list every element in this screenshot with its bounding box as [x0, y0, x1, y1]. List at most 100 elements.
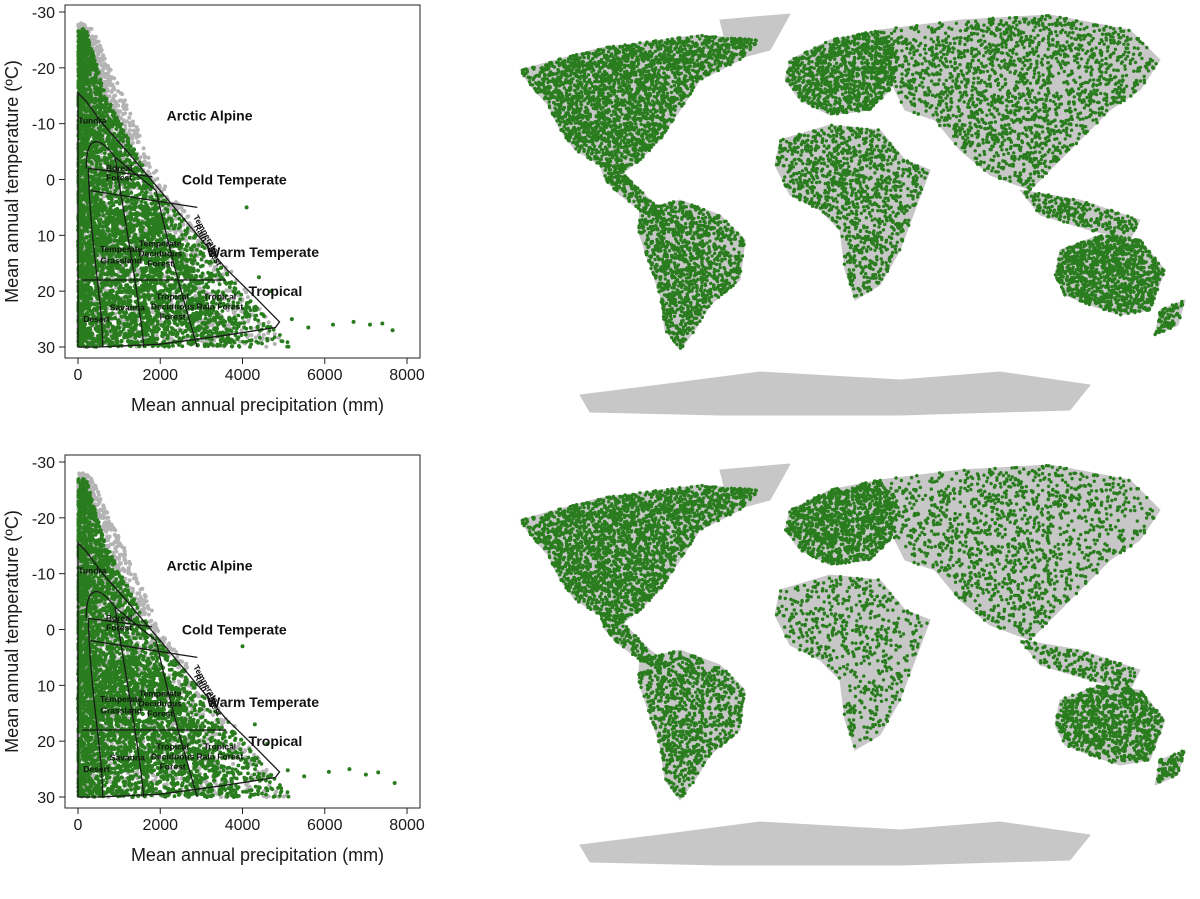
present-point: [90, 161, 94, 166]
absent-point: [106, 88, 110, 93]
absent-point: [227, 322, 232, 327]
absent-point: [123, 111, 128, 116]
absent-point: [134, 125, 139, 130]
present-point: [233, 281, 237, 286]
present-point: [179, 219, 184, 224]
absent-point: [113, 99, 118, 104]
present-point: [210, 337, 214, 342]
present-point: [123, 185, 128, 190]
present-point: [244, 326, 249, 331]
present-point: [249, 342, 254, 347]
present-point: [209, 271, 214, 276]
absent-point: [266, 320, 271, 325]
absent-point: [261, 332, 266, 337]
absent-point: [79, 22, 84, 26]
present-point: [98, 158, 103, 163]
absent-point: [148, 191, 153, 196]
absent-point: [105, 66, 110, 71]
present-point: [233, 317, 238, 322]
present-point: [98, 77, 103, 82]
present-point: [97, 186, 101, 191]
absent-point: [186, 214, 191, 219]
absent-point: [173, 230, 178, 235]
present-point: [181, 335, 186, 340]
present-point: [267, 328, 272, 333]
present-point: [195, 247, 199, 252]
absent-point: [122, 104, 127, 109]
absent-point: [155, 176, 160, 181]
present-point: [248, 325, 253, 330]
present-point: [96, 71, 100, 76]
absent-point: [102, 56, 107, 61]
absent-point: [130, 141, 135, 145]
absent-point: [253, 335, 258, 340]
present-point: [148, 195, 153, 200]
present-point: [104, 182, 109, 187]
absent-point: [173, 216, 178, 221]
absent-point: [181, 222, 186, 227]
present-point: [105, 131, 110, 136]
present-point: [260, 341, 264, 346]
present-point: [236, 335, 241, 340]
present-point: [82, 152, 86, 157]
present-point: [124, 133, 128, 138]
present-point: [239, 292, 244, 297]
present-point: [86, 159, 91, 164]
absent-point: [162, 187, 167, 192]
absent-point: [127, 120, 132, 125]
absent-point: [89, 26, 94, 31]
absent-point: [127, 115, 132, 120]
absent-point: [99, 48, 104, 53]
present-point: [225, 271, 229, 276]
absent-point: [113, 93, 118, 98]
absent-point: [154, 168, 159, 173]
present-point: [285, 340, 290, 345]
absent-point: [264, 344, 269, 349]
present-point: [135, 156, 139, 161]
absent-point: [244, 290, 249, 295]
absent-point: [115, 81, 120, 86]
present-point: [223, 280, 227, 284]
absent-point: [182, 209, 187, 214]
absent-point: [128, 111, 133, 116]
absent-point: [272, 342, 277, 346]
present-point: [114, 127, 119, 131]
present-point: [180, 233, 185, 237]
absent-point: [101, 53, 106, 58]
present-point: [218, 266, 223, 270]
present-point: [87, 43, 92, 47]
present-point: [189, 253, 193, 257]
present-point: [118, 150, 123, 155]
absent-point: [146, 155, 151, 160]
absent-point: [103, 75, 108, 79]
present-point: [84, 244, 89, 249]
absent-point: [116, 89, 120, 94]
absent-point: [93, 34, 98, 39]
present-point: [135, 182, 140, 187]
present-point: [192, 258, 197, 263]
present-point: [195, 262, 200, 266]
absent-point: [127, 128, 132, 133]
present-point: [134, 200, 139, 205]
present-point: [87, 70, 92, 75]
present-point: [195, 333, 200, 338]
absent-point: [106, 70, 111, 75]
present-point: [242, 321, 247, 325]
absent-point: [136, 140, 141, 144]
present-point: [113, 116, 117, 120]
present-point: [258, 335, 262, 340]
present-point: [246, 305, 251, 310]
present-point: [129, 190, 134, 195]
absent-point: [198, 286, 202, 291]
present-point: [200, 263, 205, 268]
absent-point: [101, 63, 106, 68]
absent-point: [135, 131, 140, 136]
present-point: [85, 77, 90, 81]
absent-point: [123, 123, 128, 128]
present-point: [77, 76, 82, 81]
absent-point: [184, 238, 189, 243]
present-point: [80, 56, 84, 61]
absent-point: [108, 83, 113, 88]
